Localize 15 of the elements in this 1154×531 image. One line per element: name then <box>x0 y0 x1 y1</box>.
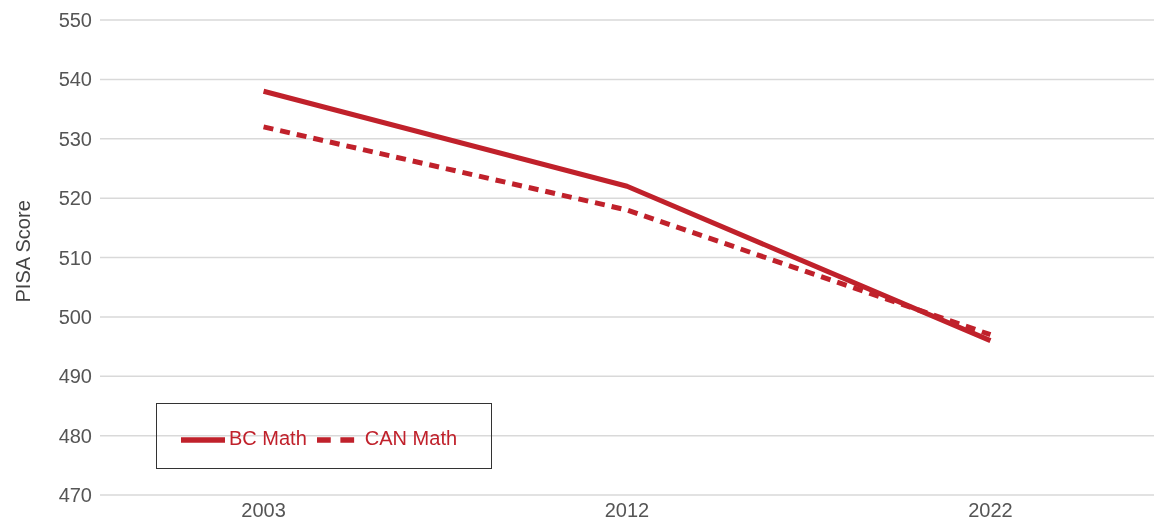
y-tick-label: 510 <box>58 246 92 269</box>
y-tick-label: 540 <box>58 68 92 91</box>
y-tick-label: 480 <box>58 424 92 447</box>
y-tick-label: 500 <box>58 305 92 328</box>
x-tick-label: 2012 <box>604 499 650 522</box>
x-tick-label: 2003 <box>241 499 286 522</box>
x-tick-label: 2022 <box>968 499 1013 522</box>
y-tick-label: 490 <box>58 365 92 388</box>
legend-label: BC Math <box>229 427 307 450</box>
y-tick-label: 530 <box>58 127 92 150</box>
y-tick-label: 520 <box>58 187 92 210</box>
y-tick-label: 550 <box>58 9 92 32</box>
legend-label: CAN Math <box>364 427 458 450</box>
y-axis-title: PISA Score <box>12 200 35 303</box>
y-tick-label: 470 <box>58 484 92 507</box>
